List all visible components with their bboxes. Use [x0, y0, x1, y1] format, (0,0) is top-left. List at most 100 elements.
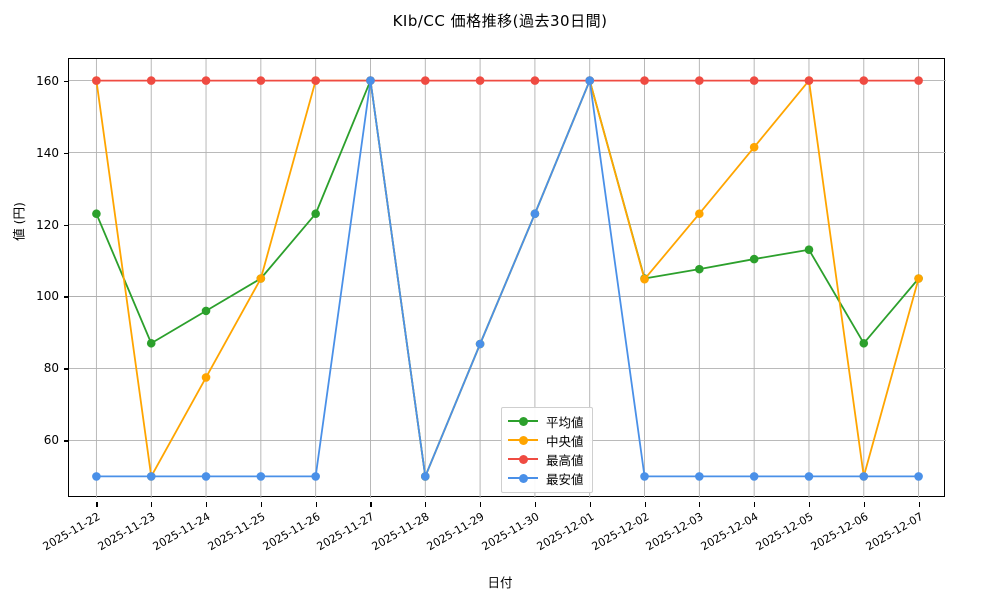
y-tick-label: 60 [43, 433, 59, 448]
data-point [804, 76, 814, 85]
x-tick-mark [315, 502, 317, 507]
x-tick-label: 2025-11-25 [205, 510, 268, 554]
legend-label: 中央値 [546, 434, 584, 449]
data-point [256, 274, 266, 283]
legend-swatch [508, 435, 538, 445]
x-tick-label: 2025-12-01 [534, 510, 597, 554]
x-tick-label: 2025-12-03 [643, 510, 706, 554]
data-point [640, 76, 649, 85]
data-point [420, 472, 430, 481]
x-tick-mark [480, 502, 482, 507]
data-point [859, 338, 869, 348]
y-tick-mark [64, 224, 69, 226]
data-point [530, 209, 540, 219]
x-axis-label: 日付 [487, 575, 513, 590]
data-point [201, 373, 211, 382]
data-point [914, 76, 923, 85]
data-point [585, 76, 595, 85]
y-tick-label: 80 [43, 361, 59, 376]
data-point [92, 76, 101, 85]
x-tick-mark [808, 502, 811, 507]
x-tick-mark [589, 502, 591, 507]
data-point [366, 76, 375, 85]
legend-swatch [508, 473, 538, 483]
data-point [201, 306, 211, 316]
data-point [695, 76, 704, 85]
data-point [475, 76, 485, 85]
legend-marker-dot [519, 416, 528, 426]
x-tick-label: 2025-11-26 [260, 510, 323, 554]
x-tick-label: 2025-12-06 [808, 510, 871, 554]
data-point [914, 472, 923, 481]
y-tick-label: 100 [36, 289, 59, 304]
data-point [256, 76, 266, 85]
data-point [804, 245, 814, 255]
x-tick-label: 2025-11-24 [150, 510, 213, 554]
legend-label: 最安値 [546, 472, 584, 487]
x-tick-mark [644, 502, 646, 507]
series-3 [92, 76, 923, 85]
x-tick-label: 2025-11-22 [41, 510, 103, 554]
chart-svg [69, 59, 946, 498]
legend-item-2: 中央値 [508, 431, 584, 450]
x-tick-mark [260, 502, 262, 507]
y-tick-mark [64, 296, 69, 298]
x-tick-mark [918, 502, 920, 507]
data-point [695, 209, 704, 219]
x-tick-label: 2025-12-04 [698, 510, 761, 554]
data-point [92, 209, 101, 219]
data-point [311, 209, 320, 219]
legend-marker-dot [519, 454, 528, 464]
x-tick-label: 2025-11-27 [315, 510, 377, 554]
data-point [201, 472, 211, 481]
data-point [859, 76, 869, 85]
x-tick-label: 2025-12-02 [589, 510, 652, 554]
data-point [146, 338, 156, 348]
x-tick-label: 2025-11-28 [369, 510, 432, 554]
series-4 [92, 76, 923, 481]
x-tick-mark [699, 502, 701, 507]
data-point [201, 76, 211, 85]
data-point [256, 472, 266, 481]
data-point [859, 472, 869, 481]
series-line [95, 79, 920, 478]
y-tick-mark [64, 152, 69, 154]
y-tick-label: 160 [36, 73, 59, 88]
y-tick-mark [64, 80, 69, 82]
legend-swatch [508, 454, 538, 464]
data-point [530, 76, 540, 85]
data-point [695, 264, 704, 274]
y-tick-label: 140 [36, 145, 59, 160]
x-tick-mark [96, 502, 98, 507]
data-point [749, 254, 759, 264]
data-point [146, 472, 156, 481]
legend-label: 平均値 [546, 415, 584, 430]
x-tick-mark [206, 502, 208, 507]
legend-item-3: 最高値 [508, 450, 584, 469]
data-point [749, 76, 759, 85]
data-point [914, 274, 923, 283]
data-point [92, 472, 101, 481]
legend-item-4: 最安値 [508, 469, 584, 488]
legend-marker-dot [519, 473, 528, 483]
y-tick-label: 120 [36, 217, 59, 232]
plot-area: 60 80 100 120 140 160 2025-11-22 2025-11-23 202… [36, 58, 946, 553]
x-tick-label: 2025-11-30 [479, 510, 542, 554]
data-point [146, 76, 156, 85]
data-point [640, 472, 649, 481]
data-point [311, 76, 320, 85]
legend-marker-dot [519, 435, 528, 445]
x-tick-mark [534, 502, 536, 507]
x-tick-label: 2025-12-07 [863, 510, 926, 554]
legend-item-1: 平均値 [508, 412, 584, 431]
y-tick-mark [64, 368, 69, 370]
x-tick-mark [151, 502, 153, 507]
data-point [804, 472, 814, 481]
x-tick-mark [370, 502, 372, 507]
data-point [640, 274, 649, 284]
chart-legend: 平均値中央値最高値最安値 [501, 407, 593, 493]
data-point [420, 76, 430, 85]
x-tick-mark [425, 502, 427, 507]
legend-label: 最高値 [546, 453, 584, 468]
